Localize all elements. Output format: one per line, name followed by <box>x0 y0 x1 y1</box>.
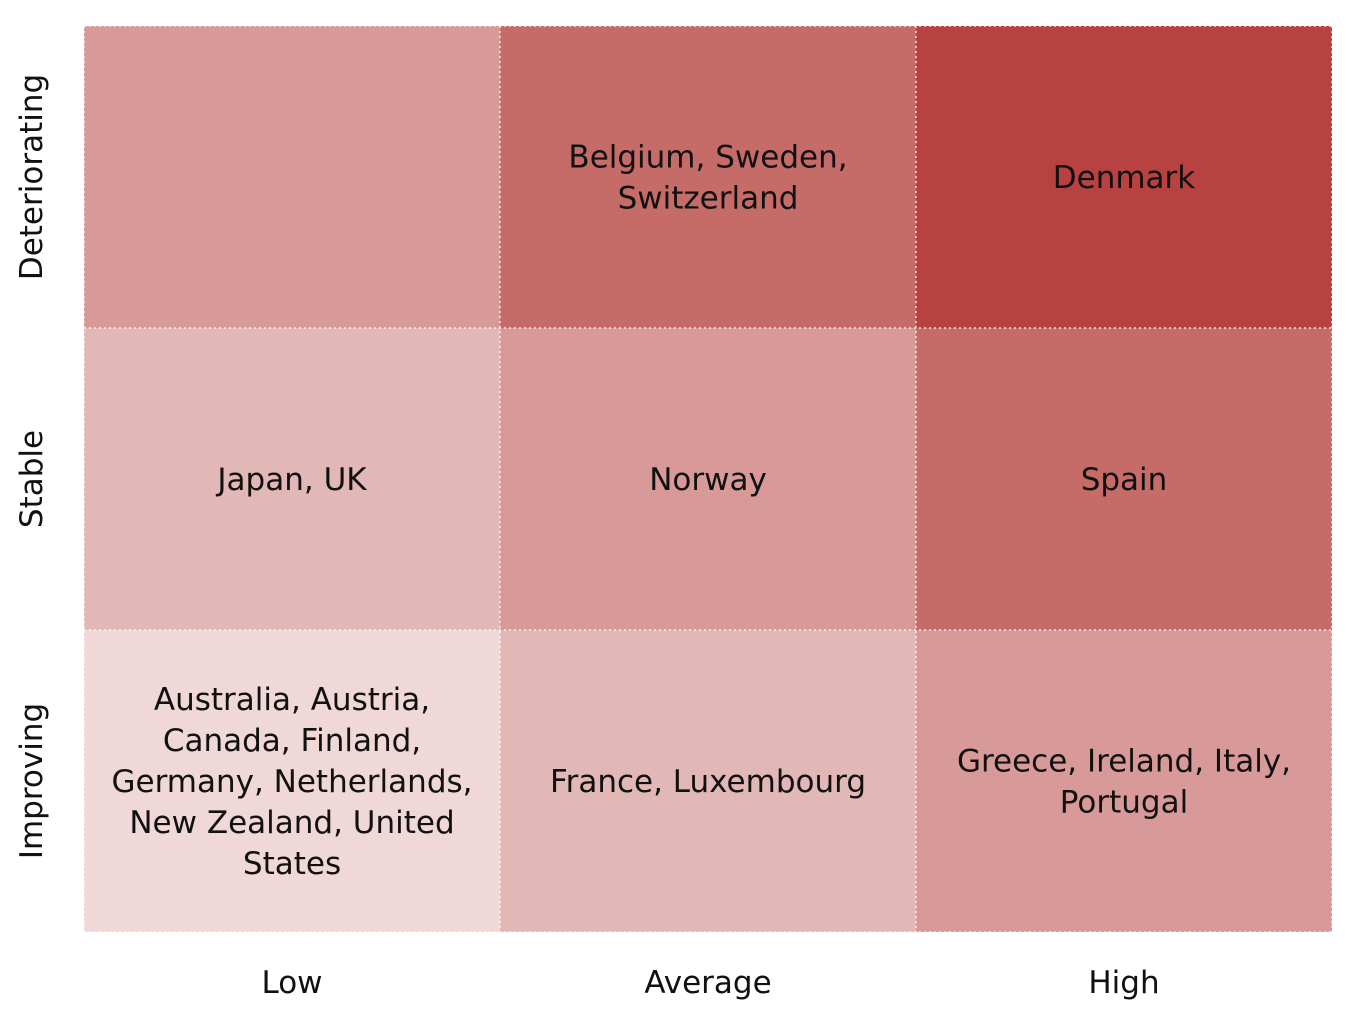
cell-improving-average <box>500 630 916 932</box>
cell-label-deteriorating-average: Belgium, Sweden, Switzerland <box>568 139 847 216</box>
y-tick-label-improving: Improving <box>14 703 50 859</box>
cell-label-deteriorating-high: Denmark <box>1053 160 1196 196</box>
heatmap-cells <box>84 26 1332 932</box>
cell-stable-high <box>916 328 1332 630</box>
cell-label-improving-high: Greece, Ireland, Italy, Portugal <box>957 743 1291 820</box>
cell-label-stable-high: Spain <box>1081 462 1168 498</box>
x-axis: Low Average High <box>261 965 1159 1001</box>
x-tick-label-average: Average <box>644 965 771 1001</box>
cell-deteriorating-average <box>500 26 916 328</box>
cell-labels: Belgium, Sweden, Switzerland Denmark Japan,… <box>111 139 1291 882</box>
cell-label-improving-average: France, Luxembourg <box>550 764 866 800</box>
cell-improving-high <box>916 630 1332 932</box>
cell-deteriorating-high <box>916 26 1332 328</box>
cell-label-stable-low: Japan, UK <box>215 462 367 498</box>
cell-deteriorating-low <box>84 26 500 328</box>
y-tick-label-stable: Stable <box>14 430 50 528</box>
y-axis: Deteriorating Stable Improving <box>14 74 50 859</box>
cell-label-stable-average: Norway <box>649 462 767 498</box>
x-tick-label-high: High <box>1088 965 1159 1001</box>
cell-stable-low <box>84 328 500 630</box>
cell-label-improving-low: Australia, Austria, Canada, Finland, Germa… <box>111 682 472 882</box>
x-tick-label-low: Low <box>261 965 322 1001</box>
cell-stable-average <box>500 328 916 630</box>
cell-improving-low <box>84 630 500 932</box>
heatmap-grid <box>83 25 1333 933</box>
y-tick-label-deteriorating: Deteriorating <box>14 74 50 280</box>
